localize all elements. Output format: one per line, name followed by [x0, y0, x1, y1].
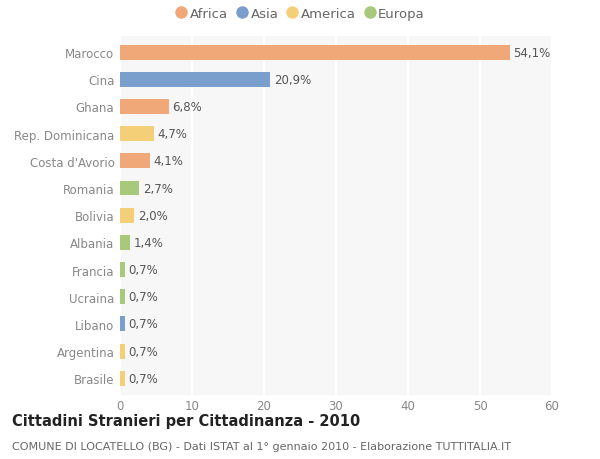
Bar	[120, 127, 154, 142]
Bar	[120, 45, 509, 61]
Text: COMUNE DI LOCATELLO (BG) - Dati ISTAT al 1° gennaio 2010 - Elaborazione TUTTITAL: COMUNE DI LOCATELLO (BG) - Dati ISTAT al…	[12, 441, 511, 451]
Bar	[120, 154, 149, 169]
Text: Cittadini Stranieri per Cittadinanza - 2010: Cittadini Stranieri per Cittadinanza - 2…	[12, 413, 360, 428]
Text: 0,7%: 0,7%	[128, 318, 158, 330]
Text: 0,7%: 0,7%	[128, 345, 158, 358]
Text: 4,7%: 4,7%	[157, 128, 187, 141]
Bar	[120, 181, 139, 196]
Text: 54,1%: 54,1%	[513, 46, 550, 60]
Text: 2,7%: 2,7%	[143, 182, 173, 195]
Text: 0,7%: 0,7%	[128, 372, 158, 385]
Bar	[120, 208, 134, 223]
Text: 1,4%: 1,4%	[134, 236, 164, 249]
Text: 20,9%: 20,9%	[274, 73, 311, 87]
Bar	[120, 371, 125, 386]
Text: 6,8%: 6,8%	[173, 101, 202, 114]
Text: 4,1%: 4,1%	[153, 155, 183, 168]
Legend: Africa, Asia, America, Europa: Africa, Asia, America, Europa	[178, 7, 425, 21]
Bar	[120, 235, 130, 250]
Text: 0,7%: 0,7%	[128, 291, 158, 303]
Bar	[120, 263, 125, 277]
Text: 0,7%: 0,7%	[128, 263, 158, 276]
Bar	[120, 100, 169, 115]
Bar	[120, 290, 125, 305]
Text: 2,0%: 2,0%	[138, 209, 168, 222]
Bar	[120, 317, 125, 332]
Bar	[120, 344, 125, 359]
Bar	[120, 73, 271, 88]
